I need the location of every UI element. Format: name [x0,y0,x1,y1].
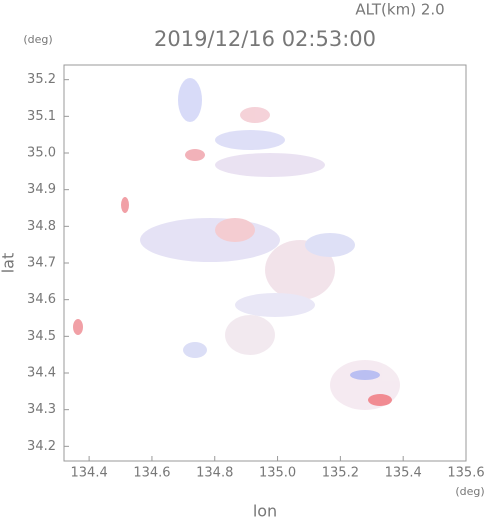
y-tick-label: 34.6 [27,292,56,307]
y-tick-label: 35.0 [27,146,56,161]
y-tick-label: 34.3 [27,402,56,417]
y-tick-label: 34.5 [27,329,56,344]
x-axis-label: lon [253,502,277,521]
subtitle: ALT(km) 2.0 [355,1,444,19]
y-tick-label: 34.9 [27,182,56,197]
plot-frame [63,64,467,462]
y-tick-label: 34.8 [27,219,56,234]
x-tick-label: 134.8 [196,466,233,481]
x-tick-label: 135.0 [259,466,296,481]
x-tick-label: 135.6 [447,466,484,481]
echo-regions [73,78,400,410]
x-unit: (deg) [455,485,484,498]
x-tick-label: 135.4 [385,466,422,481]
y-tick-label: 35.1 [27,109,56,124]
y-tick-label: 35.2 [27,72,56,87]
x-tick-label: 134.6 [133,466,170,481]
chart-title: 2019/12/16 02:53:00 [154,27,376,51]
y-tick-label: 34.4 [27,366,56,381]
y-unit: (deg) [23,33,52,46]
x-tick-label: 135.2 [322,466,359,481]
y-tick-label: 34.2 [27,439,56,454]
x-tick-label: 134.4 [71,466,108,481]
y-tick-label: 34.7 [27,256,56,271]
y-axis-label: lat [0,253,18,274]
